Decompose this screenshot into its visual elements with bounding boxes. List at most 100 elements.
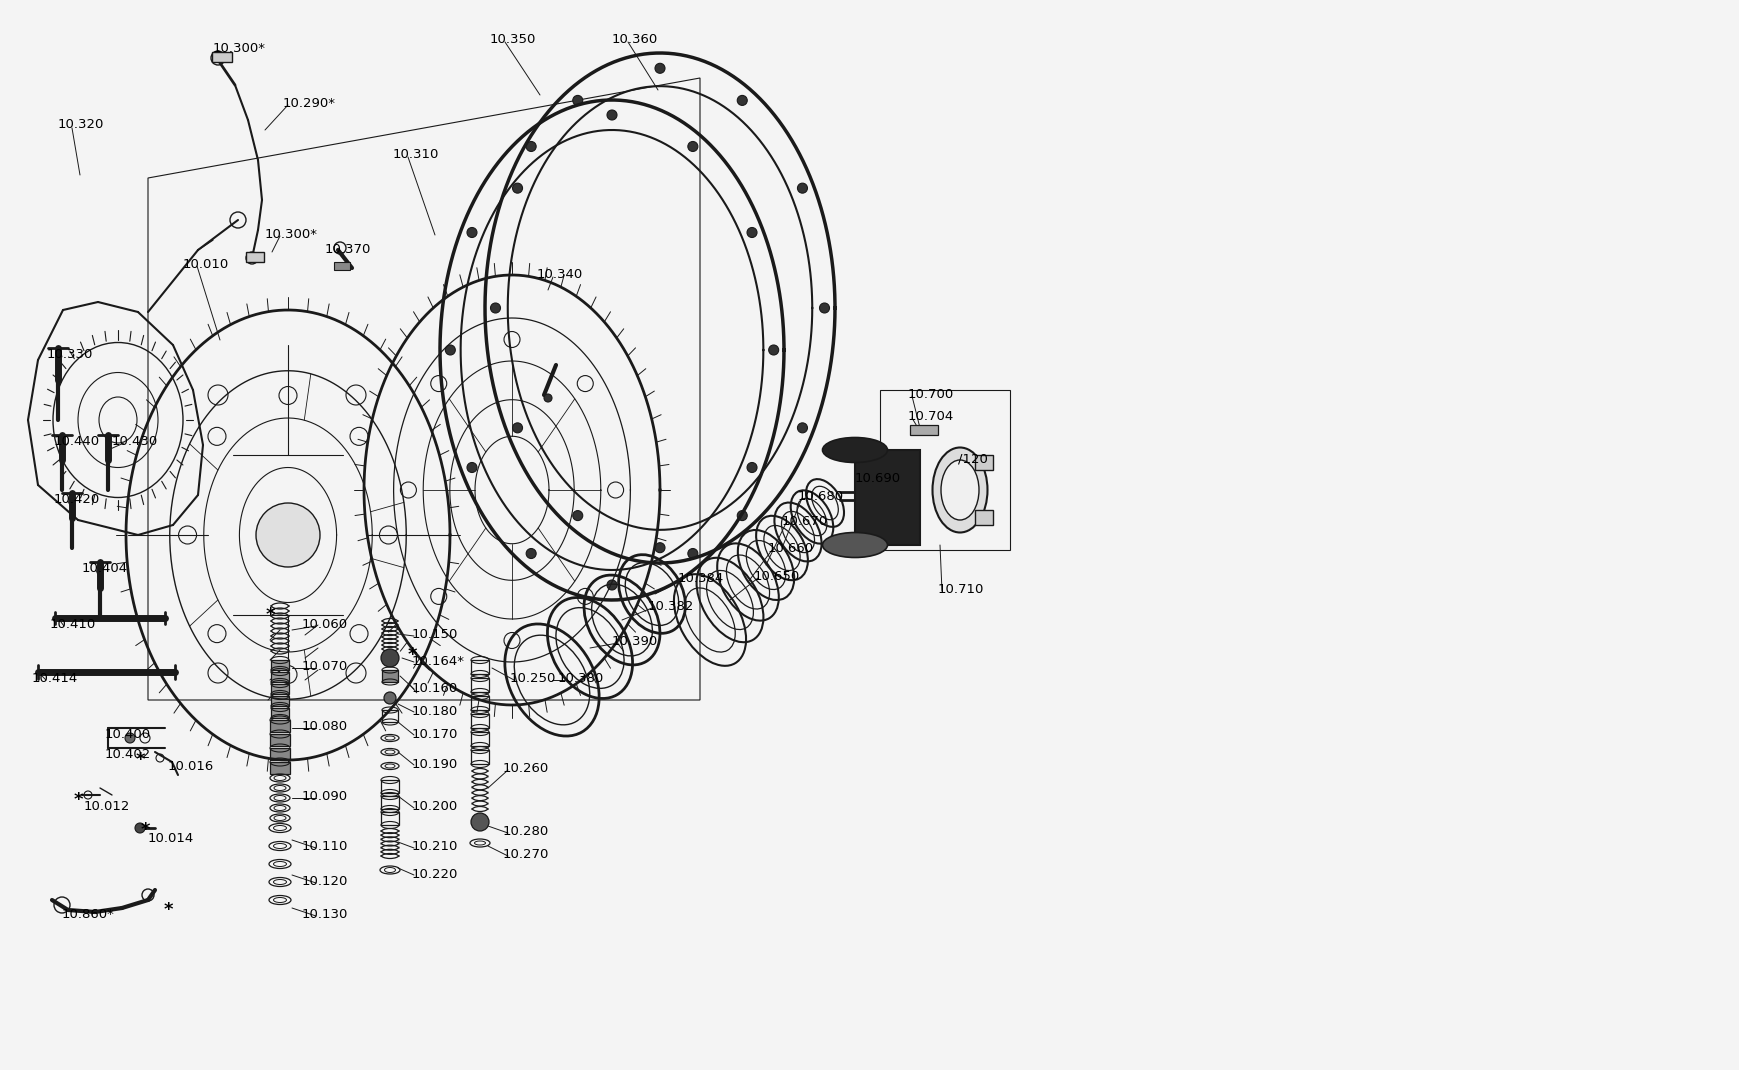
Circle shape	[513, 423, 522, 433]
Bar	[271, 708, 289, 718]
Text: 10.090: 10.090	[303, 790, 348, 802]
Circle shape	[607, 580, 617, 590]
Text: *: *	[264, 606, 275, 624]
Bar	[854, 450, 920, 545]
Circle shape	[544, 394, 551, 402]
Bar	[270, 762, 290, 774]
Circle shape	[384, 692, 396, 704]
Bar	[271, 684, 289, 694]
Circle shape	[796, 423, 807, 433]
Text: 10.414: 10.414	[31, 672, 78, 685]
Text: 10.260: 10.260	[503, 762, 550, 775]
Bar	[974, 510, 993, 525]
Text: *: *	[136, 751, 144, 769]
Text: 10.690: 10.690	[854, 472, 901, 485]
Circle shape	[572, 95, 583, 106]
Bar	[381, 812, 398, 825]
Text: 10.200: 10.200	[412, 800, 457, 813]
Text: 10.680: 10.680	[798, 490, 843, 503]
Circle shape	[687, 549, 697, 559]
Text: 10.164*: 10.164*	[412, 655, 464, 668]
Text: 10.440: 10.440	[54, 435, 101, 448]
Text: 10.110: 10.110	[303, 840, 348, 853]
Bar	[212, 52, 231, 62]
Circle shape	[136, 823, 144, 834]
Text: 10.300*: 10.300*	[264, 228, 318, 241]
Circle shape	[471, 813, 489, 831]
Bar	[909, 425, 937, 435]
Circle shape	[513, 183, 522, 194]
Text: 10.160: 10.160	[412, 682, 457, 696]
Text: *: *	[163, 901, 172, 919]
Text: 10.170: 10.170	[412, 728, 457, 742]
Text: 10.290*: 10.290*	[283, 97, 336, 110]
Text: 10.660: 10.660	[767, 542, 814, 555]
Circle shape	[654, 63, 664, 74]
Ellipse shape	[823, 533, 887, 557]
Circle shape	[737, 510, 746, 521]
Bar	[471, 660, 489, 674]
Text: /120: /120	[958, 452, 988, 465]
Text: 10.180: 10.180	[412, 705, 457, 718]
Circle shape	[687, 141, 697, 152]
Circle shape	[796, 183, 807, 194]
Text: 10.360: 10.360	[612, 33, 657, 46]
Text: 10.150: 10.150	[412, 628, 457, 641]
Bar	[471, 696, 489, 710]
Ellipse shape	[932, 447, 988, 533]
Text: 10.400: 10.400	[104, 728, 151, 742]
Text: 10.670: 10.670	[781, 515, 828, 528]
Text: 10.220: 10.220	[412, 868, 457, 881]
Bar	[245, 253, 264, 262]
Bar	[270, 720, 290, 732]
Text: 10.860*: 10.860*	[63, 908, 115, 921]
Text: 10.700: 10.700	[908, 388, 953, 401]
Text: *: *	[407, 646, 417, 664]
Text: 10.210: 10.210	[412, 840, 457, 853]
Text: 10.070: 10.070	[303, 660, 348, 673]
Text: 10.300*: 10.300*	[212, 42, 266, 55]
Text: 10.384: 10.384	[678, 572, 723, 585]
Bar	[383, 670, 398, 682]
Text: 10.320: 10.320	[57, 118, 104, 131]
Circle shape	[737, 95, 746, 106]
Circle shape	[466, 462, 476, 473]
Circle shape	[125, 733, 136, 743]
Circle shape	[490, 303, 501, 314]
Text: *: *	[73, 791, 83, 809]
Circle shape	[746, 228, 756, 238]
Text: 10.380: 10.380	[558, 672, 603, 685]
Bar	[471, 750, 489, 764]
Text: 10.704: 10.704	[908, 410, 953, 423]
Text: 10.420: 10.420	[54, 493, 101, 506]
Bar	[271, 660, 289, 670]
Text: 10.340: 10.340	[537, 268, 583, 281]
Text: 10.402: 10.402	[104, 748, 151, 761]
Circle shape	[525, 549, 536, 559]
Text: 10.382: 10.382	[647, 600, 694, 613]
Text: 10.370: 10.370	[325, 243, 370, 256]
Bar	[471, 678, 489, 692]
Text: 10.120: 10.120	[303, 875, 348, 888]
Circle shape	[769, 345, 779, 355]
Text: 10.012: 10.012	[83, 800, 130, 813]
Text: 10.130: 10.130	[303, 908, 348, 921]
Text: 10.310: 10.310	[393, 148, 440, 160]
Text: 10.410: 10.410	[50, 618, 96, 631]
Circle shape	[607, 110, 617, 120]
Text: 10.330: 10.330	[47, 348, 94, 361]
Bar	[271, 672, 289, 682]
Text: 10.404: 10.404	[82, 562, 129, 575]
Bar	[381, 780, 398, 793]
Text: 10.010: 10.010	[183, 258, 230, 271]
Bar	[270, 734, 290, 746]
Bar	[471, 714, 489, 728]
Ellipse shape	[823, 438, 887, 462]
Text: *: *	[141, 821, 150, 839]
Text: 10.014: 10.014	[148, 832, 195, 845]
Bar	[383, 710, 398, 722]
Text: 10.250: 10.250	[510, 672, 556, 685]
Bar	[974, 455, 993, 470]
Bar	[381, 796, 398, 809]
Circle shape	[381, 649, 398, 667]
